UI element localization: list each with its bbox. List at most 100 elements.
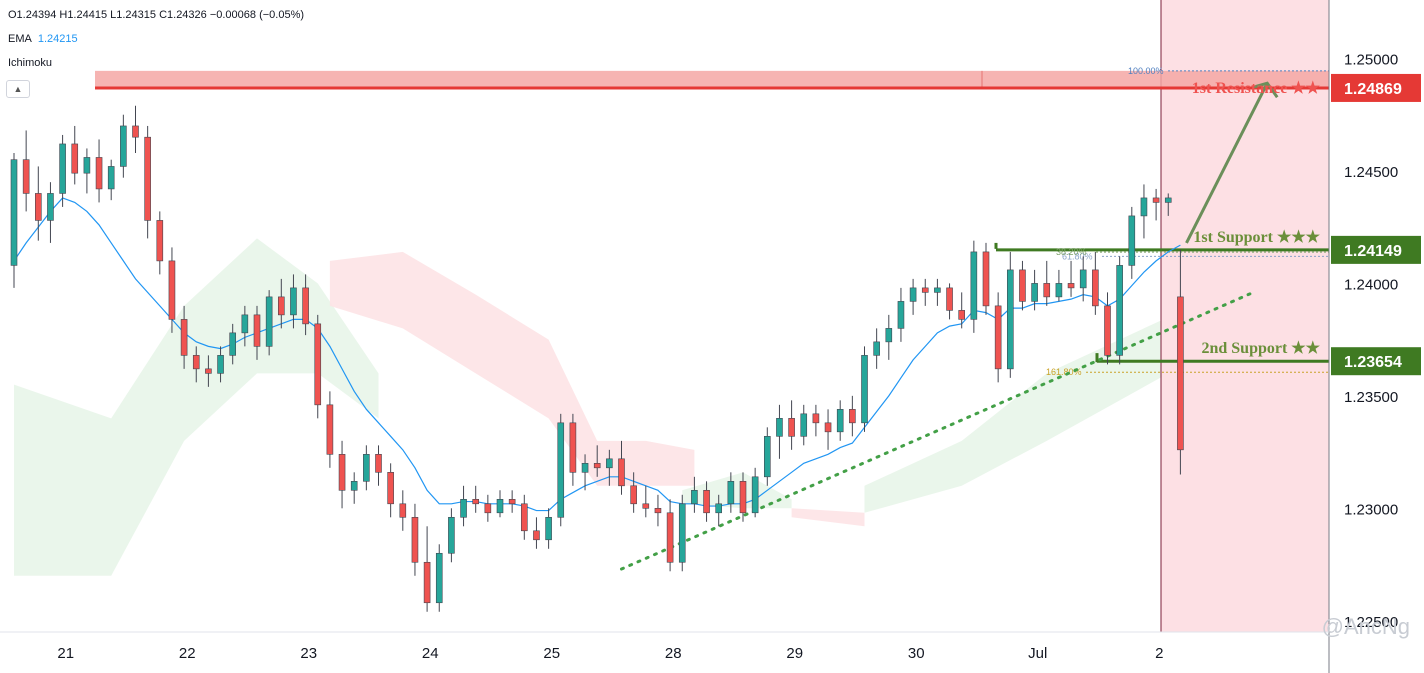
forecast-arrow-head — [1252, 81, 1279, 99]
fib-label: 38.20% — [1056, 247, 1087, 257]
time-tick-label: 29 — [786, 645, 803, 662]
candle-body — [873, 341, 880, 356]
candle-body — [399, 503, 407, 518]
candle-body — [180, 319, 188, 356]
candle-body — [387, 472, 394, 505]
candle-body — [1031, 283, 1038, 302]
candle-body — [934, 287, 941, 293]
price-tick-label: 1.24000 — [1344, 276, 1398, 293]
candle-body — [229, 332, 236, 356]
candle-body — [290, 287, 297, 316]
candle-body — [581, 463, 589, 473]
candle-body — [107, 166, 115, 190]
price-levels: 100.00% 61.80%38.20% 161.80% — [95, 66, 1329, 377]
forecast-zone — [1160, 0, 1329, 632]
chevron-up-icon[interactable]: ▲ — [6, 80, 30, 98]
ohlc-legend: O1.24394 H1.24415 L1.24315 C1.24326 −0.0… — [8, 9, 304, 21]
candle-body — [1092, 269, 1099, 307]
candle-body — [1006, 269, 1014, 370]
candle-body — [302, 287, 309, 325]
candle-body — [205, 368, 212, 374]
candle-body — [751, 476, 759, 514]
candle-body — [47, 193, 54, 221]
time-tick-label: 2 — [1155, 645, 1163, 662]
candle-body — [314, 323, 322, 406]
fib-label: 100.00% — [1128, 66, 1164, 76]
ichimoku-legend[interactable]: Ichimoku — [8, 57, 52, 69]
candle-body — [217, 355, 224, 374]
time-tick-label: 24 — [422, 645, 439, 662]
candle-body — [132, 125, 139, 138]
candles — [10, 105, 1184, 612]
candle-body — [812, 413, 820, 424]
candle-body — [946, 287, 953, 311]
price-tick-label: 1.23000 — [1344, 501, 1398, 518]
candle-body — [1019, 269, 1026, 302]
candle-body — [1116, 265, 1123, 356]
candle-body — [739, 481, 747, 514]
ema-value: 1.24215 — [37, 33, 78, 45]
candle-body — [350, 481, 358, 491]
candle-body — [423, 561, 431, 604]
candle-body — [472, 499, 480, 505]
candle-body — [10, 159, 18, 266]
candle-body — [120, 125, 127, 167]
candle-body — [763, 436, 771, 478]
candle-body — [520, 503, 528, 532]
candle-body — [1152, 197, 1160, 203]
candle-body — [824, 422, 832, 433]
candle-body — [363, 454, 370, 482]
candle-body — [593, 463, 601, 469]
trendline — [620, 290, 1255, 571]
level-name: 1st Resistance ★★ — [1192, 80, 1321, 97]
candle-body — [970, 251, 978, 320]
price-tick-label: 1.23500 — [1344, 389, 1398, 406]
fib-label: 161.80% — [1046, 367, 1082, 377]
ema-label: EMA — [8, 33, 32, 45]
candle-body — [727, 481, 735, 505]
level-price-badge — [1331, 347, 1421, 376]
candle-body — [982, 251, 990, 307]
candle-body — [1104, 305, 1111, 356]
candle-body — [241, 314, 249, 334]
candle-body — [168, 260, 176, 320]
candle-body — [909, 287, 917, 302]
candle-body — [800, 413, 808, 437]
candle-body — [606, 458, 613, 469]
candle-body — [435, 552, 443, 604]
candle-body — [654, 507, 662, 514]
candle-body — [265, 296, 273, 347]
candle-body — [533, 530, 540, 541]
candle-body — [849, 409, 856, 424]
candle-body — [144, 136, 151, 221]
candle-body — [1055, 283, 1063, 298]
candle-body — [666, 512, 674, 563]
candle-body — [557, 422, 565, 518]
candle-body — [277, 296, 285, 316]
candle-body — [1140, 197, 1148, 217]
ema-legend[interactable]: EMA 1.24215 — [8, 33, 78, 45]
candle-body — [34, 193, 42, 221]
level-labels: 1st Resistance ★★ 1st Support ★★★ 2nd Supp… — [1192, 80, 1321, 357]
price-tick-label: 1.24500 — [1344, 164, 1398, 181]
candle-body — [703, 490, 710, 514]
level-name: 1st Support ★★★ — [1193, 229, 1320, 246]
candle-body — [253, 314, 261, 347]
candle-body — [1128, 215, 1136, 266]
time-tick-label: 22 — [179, 645, 196, 662]
candle-body — [156, 220, 164, 262]
time-tick-label: 23 — [300, 645, 317, 662]
candle-body — [921, 287, 929, 293]
candle-body — [1177, 296, 1184, 451]
fib-label: 61.80% — [1062, 251, 1093, 261]
candle-body — [1079, 269, 1087, 289]
candle-body — [375, 454, 382, 473]
candle-body — [22, 159, 30, 194]
forecast-zone-rect — [1161, 0, 1329, 632]
level-price-label: 1.24869 — [1344, 81, 1402, 98]
candle-body — [630, 485, 637, 505]
candle-body — [1043, 283, 1051, 298]
level-price-label: 1.23654 — [1344, 354, 1402, 371]
